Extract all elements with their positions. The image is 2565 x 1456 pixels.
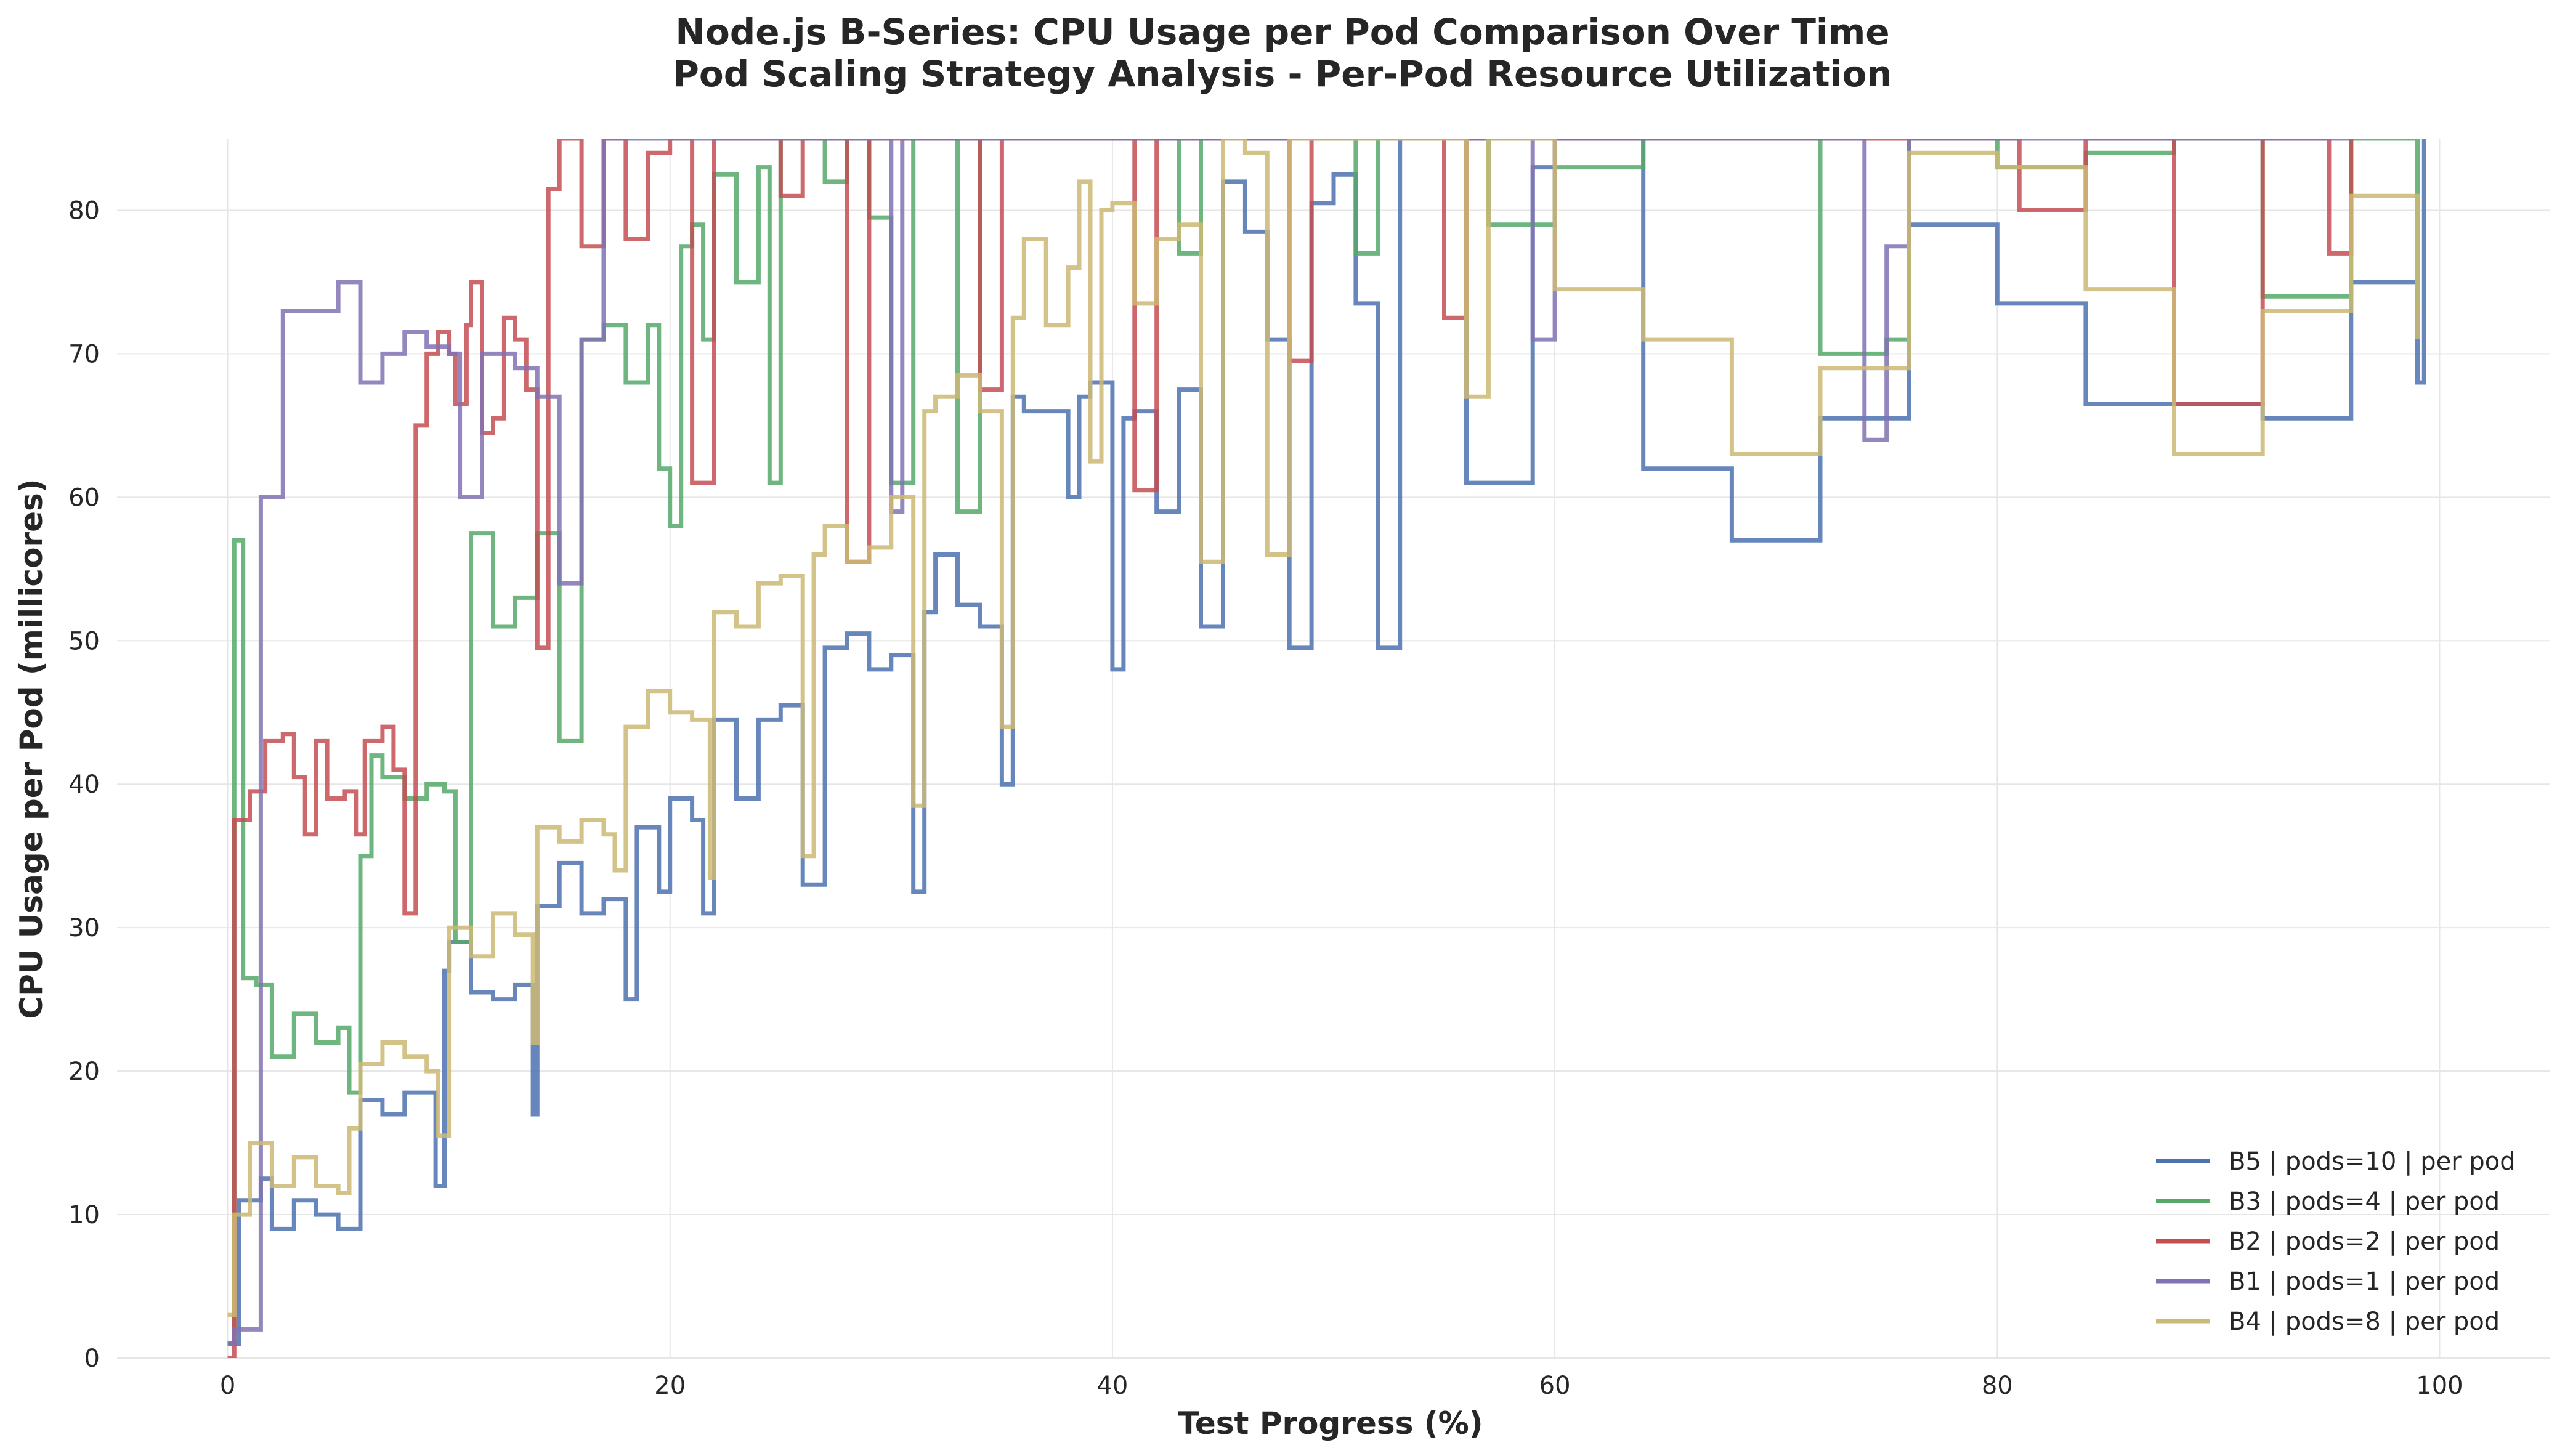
y-tick-label: 70 [68,340,100,368]
chart-title: Node.js B-Series: CPU Usage per Pod Comp… [675,11,1889,53]
chart-subtitle: Pod Scaling Strategy Analysis - Per-Pod … [673,53,1892,95]
legend-entry: B5 | pods=10 | per pod [2229,1147,2516,1176]
y-tick-label: 80 [68,196,100,225]
legend-entry: B1 | pods=1 | per pod [2229,1268,2500,1296]
y-tick-label: 30 [68,914,100,942]
series-line-5 [227,139,2420,1317]
y-tick-label: 0 [84,1345,100,1373]
x-tick-label: 20 [654,1372,686,1400]
series-line-4 [227,139,2351,1346]
y-tick-label: 10 [68,1201,100,1229]
y-tick-label: 60 [68,483,100,512]
legend-entry: B2 | pods=2 | per pod [2229,1227,2500,1256]
y-tick-label: 40 [68,770,100,799]
y-axis-ticks: 0 10 20 30 40 50 60 70 80 [68,196,100,1373]
legend-entry: B3 | pods=4 | per pod [2229,1187,2500,1216]
grid-lines [117,139,2550,1359]
series-group [227,139,2426,1358]
x-tick-label: 60 [1539,1372,1571,1400]
x-axis-label: Test Progress (%) [1178,1405,1483,1441]
y-axis-label: CPU Usage per Pod (millicores) [14,479,49,1019]
x-tick-label: 80 [1982,1372,2013,1400]
legend-entry: B4 | pods=8 | per pod [2229,1308,2500,1336]
legend: B5 | pods=10 | per pod B3 | pods=4 | per … [2156,1147,2516,1336]
x-tick-label: 40 [1096,1372,1128,1400]
x-axis-ticks: 0 20 40 60 80 100 [220,1372,2463,1400]
x-tick-label: 0 [220,1372,235,1400]
y-tick-label: 50 [68,627,100,655]
x-tick-label: 100 [2416,1372,2463,1400]
y-tick-label: 20 [68,1058,100,1086]
series-line-3 [227,139,2354,1358]
plot-area [227,139,2426,1358]
